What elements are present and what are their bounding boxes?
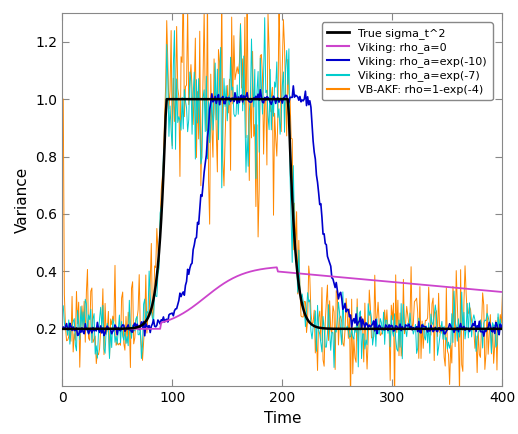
Legend: True sigma_t^2, Viking: rho_a=0, Viking: rho_a=exp(-10), Viking: rho_a=exp(-7), : True sigma_t^2, Viking: rho_a=0, Viking:… bbox=[322, 22, 493, 100]
Y-axis label: Variance: Variance bbox=[15, 167, 30, 233]
X-axis label: Time: Time bbox=[264, 411, 301, 426]
